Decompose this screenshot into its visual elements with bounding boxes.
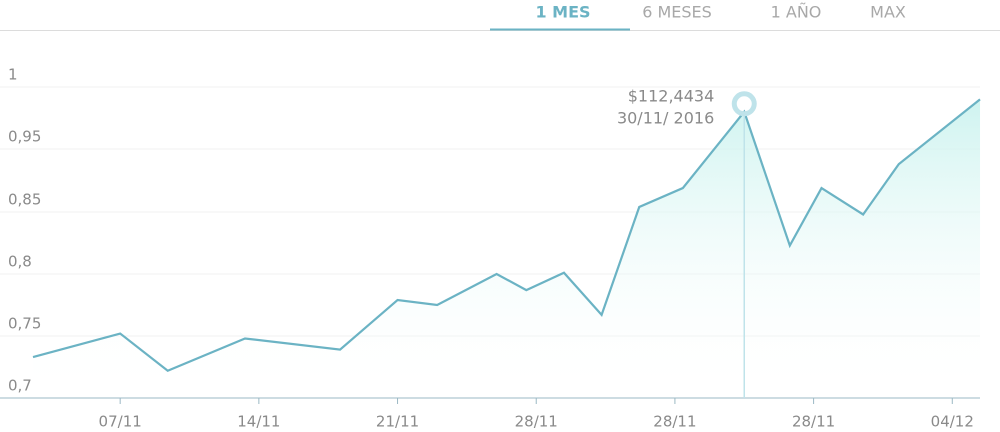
tab[interactable]: 1 AÑO <box>771 3 822 22</box>
annotation: $112,4434 <box>628 86 715 105</box>
y-tick-label: 1 <box>8 66 18 84</box>
x-tick-label: 21/11 <box>376 413 419 431</box>
y-tick-label: 0,85 <box>8 191 41 209</box>
annotation: 30/11/ 2016 <box>617 108 714 127</box>
tab[interactable]: MAX <box>870 3 906 22</box>
area <box>33 99 981 399</box>
highlight-point <box>731 91 757 117</box>
y-tick-label: 0,75 <box>8 315 41 333</box>
x-tick-label: 28/11 <box>792 413 835 431</box>
x-tick-label: 04/12 <box>931 413 974 431</box>
tab[interactable]: 6 MESES <box>642 3 712 22</box>
tab[interactable]: 1 MES <box>535 3 590 22</box>
y-tick-label: 0,95 <box>8 128 41 146</box>
y-tick-label: 0,8 <box>8 253 32 271</box>
y-tick-label: 0,7 <box>8 377 32 395</box>
x-tick-label: 14/11 <box>237 413 280 431</box>
x-tick-label: 28/11 <box>515 413 558 431</box>
x-tick-label: 28/11 <box>653 413 696 431</box>
line <box>32 98 981 372</box>
x-tick-label: 07/11 <box>99 413 142 431</box>
